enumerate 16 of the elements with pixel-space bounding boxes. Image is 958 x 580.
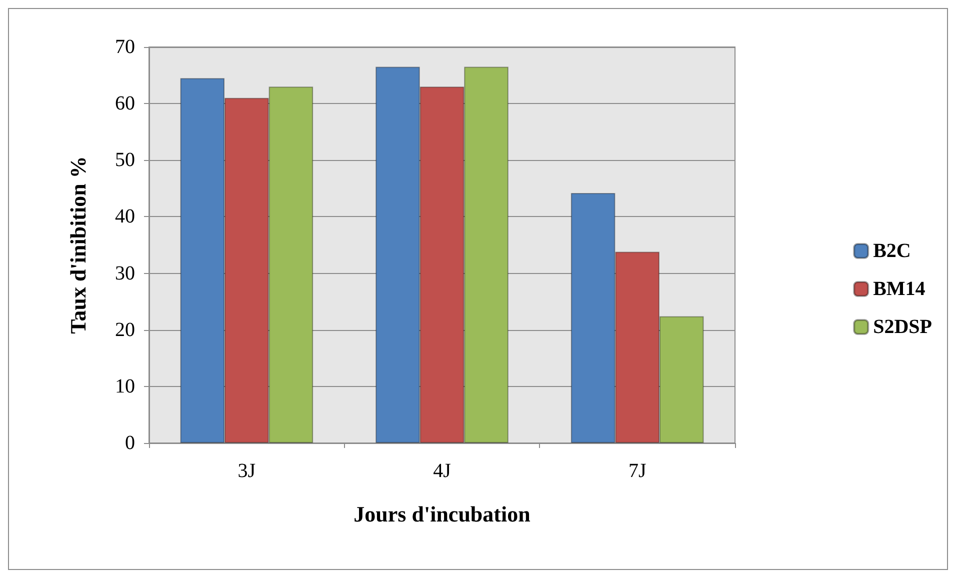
x-tick-label: 4J: [433, 460, 452, 482]
x-tick-label: 3J: [238, 460, 256, 482]
y-tick-label: 40: [115, 206, 135, 228]
y-axis-title: Taux d'inibition %: [66, 156, 90, 334]
y-tick-label: 70: [115, 36, 135, 58]
legend-label: B2C: [873, 240, 911, 262]
legend-label: S2DSP: [873, 316, 932, 338]
y-tick-label: 30: [115, 262, 135, 284]
y-tick-label: 60: [115, 92, 135, 115]
x-tick-label: 7J: [628, 460, 646, 482]
legend-label: BM14: [873, 278, 926, 300]
y-tick-label: 10: [115, 375, 135, 398]
x-axis-title: Jours d'incubation: [354, 502, 530, 526]
y-tick-label: 50: [115, 149, 135, 172]
y-tick-label: 20: [115, 318, 135, 341]
y-tick-label: 0: [125, 432, 135, 454]
